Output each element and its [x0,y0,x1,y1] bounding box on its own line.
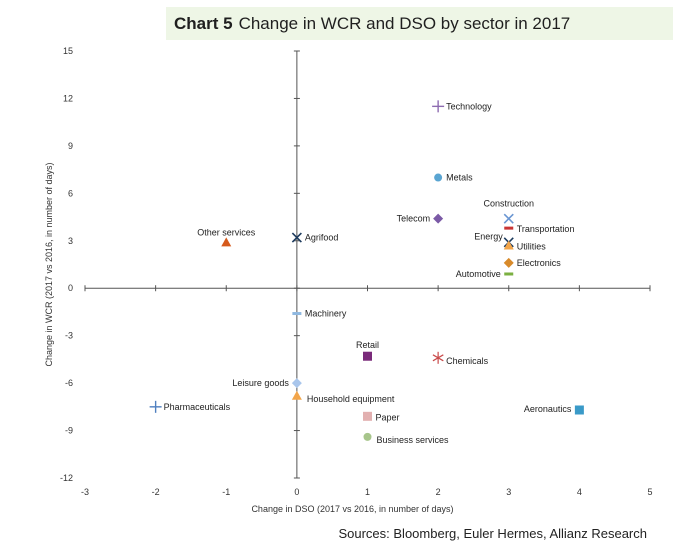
x-tick-label: 1 [365,487,370,497]
label-agrifood: Agrifood [305,233,339,243]
y-tick-label: 3 [68,236,73,246]
point-utilities [503,240,514,250]
label-chemicals: Chemicals [446,356,489,366]
y-tick-label: -12 [60,473,73,483]
point-leisure-goods [291,378,302,389]
point-retail [363,351,372,361]
point-pharmaceuticals [149,400,162,413]
point-metals [434,173,443,182]
point-other-services [221,237,232,247]
point-electronics [503,257,514,268]
label-business-services: Business services [377,435,450,445]
point-labels-group: Technology Metals Telecom Construction Trans… [164,101,575,445]
label-energy: Energy [474,231,503,241]
label-machinery: Machinery [305,309,347,319]
point-machinery [292,312,302,316]
label-paper: Paper [376,412,400,422]
point-paper [363,411,372,421]
chart-number: Chart 5 [174,14,233,33]
x-tick-label: 0 [294,487,299,497]
y-tick-label: 15 [63,46,73,56]
label-pharmaceuticals: Pharmaceuticals [164,402,231,412]
label-electronics: Electronics [517,258,562,268]
y-tick-label: 0 [68,283,73,293]
chart-title: Chart 5 Change in WCR and DSO by sector i… [174,14,570,34]
point-automotive [504,272,514,276]
axes-group [84,50,651,479]
source-note: Sources: Bloomberg, Euler Hermes, Allian… [338,526,647,541]
label-transportation: Transportation [517,224,575,234]
chart-title-text: Change in WCR and DSO by sector in 2017 [238,14,571,33]
x-tick-label: 5 [647,487,652,497]
label-household-equipment: Household equipment [307,394,395,404]
y-tick-label: -9 [65,426,73,436]
point-telecom [433,213,444,224]
x-tick-label: 4 [577,487,582,497]
data-points-group [149,100,584,441]
label-other-services: Other services [197,227,256,237]
y-axis-title: Change in WCR (2017 vs 2016, in number o… [44,162,54,366]
point-agrifood [291,232,302,243]
label-metals: Metals [446,173,473,183]
point-aeronautics [574,405,584,415]
point-construction [503,213,514,224]
label-technology: Technology [446,101,492,111]
label-utilities: Utilities [517,242,547,252]
label-automotive: Automotive [456,269,501,279]
x-axis-title: Change in DSO (2017 vs 2016, in number o… [251,504,453,514]
y-tick-label: 9 [68,141,73,151]
point-transportation [504,226,514,230]
point-technology [432,100,445,113]
y-tick-label: 6 [68,188,73,198]
y-tick-label: -6 [65,378,73,388]
x-tick-label: -1 [222,487,230,497]
x-tick-label: 3 [506,487,511,497]
y-tick-label: -3 [65,331,73,341]
label-leisure-goods: Leisure goods [232,378,289,388]
point-household-equipment [291,390,302,400]
chart-title-banner: Chart 5 Change in WCR and DSO by sector i… [166,7,673,40]
point-chemicals [432,351,444,364]
y-tick-label: 12 [63,93,73,103]
label-aeronautics: Aeronautics [524,404,572,414]
label-construction: Construction [483,199,534,209]
label-telecom: Telecom [397,214,431,224]
point-business-services [363,432,372,441]
x-tick-label: -2 [152,487,160,497]
x-tick-label: -3 [81,487,89,497]
x-tick-label: 2 [436,487,441,497]
label-retail: Retail [356,340,379,350]
